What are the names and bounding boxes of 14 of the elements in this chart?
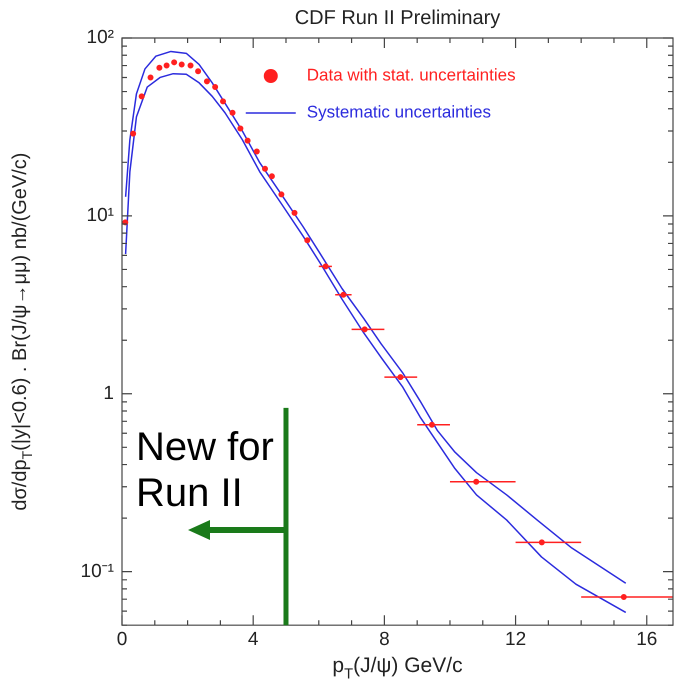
x-tick-label: 12 — [505, 628, 526, 650]
y-tick-label: 10² — [86, 27, 114, 48]
x-tick-label: 8 — [379, 628, 390, 650]
x-tick-label: 4 — [248, 628, 259, 650]
y-tick-label: 10⁻¹ — [80, 560, 114, 582]
legend-label: Systematic uncertainties — [306, 102, 492, 122]
y-tick-label: 1 — [103, 383, 114, 404]
x-tick-label: 0 — [116, 628, 128, 650]
legend-label: Data with stat. uncertainties — [306, 66, 516, 85]
y-axis-title: dσ/dpT(|y|<0.6) . Br(J/ψ→μμ) nb/(GeV/c) — [9, 152, 35, 511]
chart-title: CDF Run II Preliminary — [294, 7, 500, 29]
x-tick-label: 16 — [636, 628, 658, 650]
ref-line-label: New for Run II — [136, 424, 274, 515]
y-tick-label: 10¹ — [86, 205, 114, 226]
